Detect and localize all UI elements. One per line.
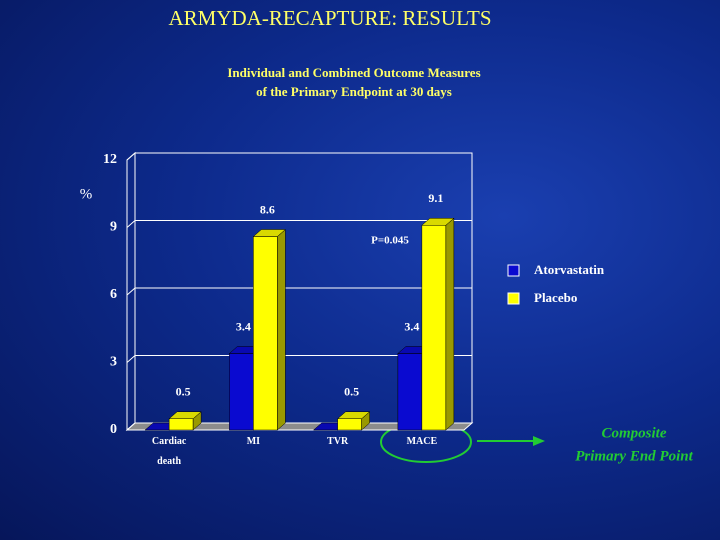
subtitle: Individual and Combined Outcome Measures [227,65,480,80]
bar [421,217,455,431]
grid-line [126,152,472,161]
grid-line [126,220,472,228]
bar-top [336,411,371,419]
annotation: P=0.045 [371,235,409,247]
bar [168,411,202,431]
bar-top [421,218,455,226]
bar-side [277,228,286,431]
legend-label: Placebo [534,290,577,305]
data-label: 9.1 [428,191,443,205]
bar-front [229,353,254,431]
y-tick-label: 3 [110,355,117,370]
bar-front [421,225,447,431]
x-tick-label: Cardiac death [151,436,187,467]
legend-label: Atorvastatin [534,262,605,277]
chart-title: ARMYDA-RECAPTURE: RESULTS [168,6,491,30]
bar-front [397,353,423,431]
data-label: 8.6 [260,202,275,216]
data-label: 3.4 [404,319,419,333]
x-tick-label: MI [246,436,261,447]
x-tick-label: TVR [327,436,349,447]
subtitle: of the Primary Endpoint at 30 days [256,84,452,99]
grid-line [126,355,472,363]
data-label: 3.4 [236,319,251,333]
bar-front [168,418,194,431]
y-tick-label: 6 [110,287,117,302]
bar-top [252,229,287,237]
callout: Composite [601,425,666,441]
legend-swatch [507,264,520,277]
y-tick-label: 12 [103,152,117,167]
bar [252,228,287,431]
bar [336,411,371,431]
bar-front [253,236,278,431]
y-axis-label: % [80,186,93,202]
arrow-head [533,436,545,446]
callout: Primary End Point [575,448,693,464]
x-tick-label: MACE [406,436,438,447]
grid-line [126,287,472,296]
data-label: 0.5 [344,385,359,399]
data-label: 0.5 [176,385,191,399]
y-tick-label: 9 [110,220,117,235]
legend-swatch [507,292,520,305]
bar-top [168,411,202,419]
bar-front [337,418,362,431]
bar-side [445,217,455,431]
y-tick-label: 0 [110,422,117,437]
